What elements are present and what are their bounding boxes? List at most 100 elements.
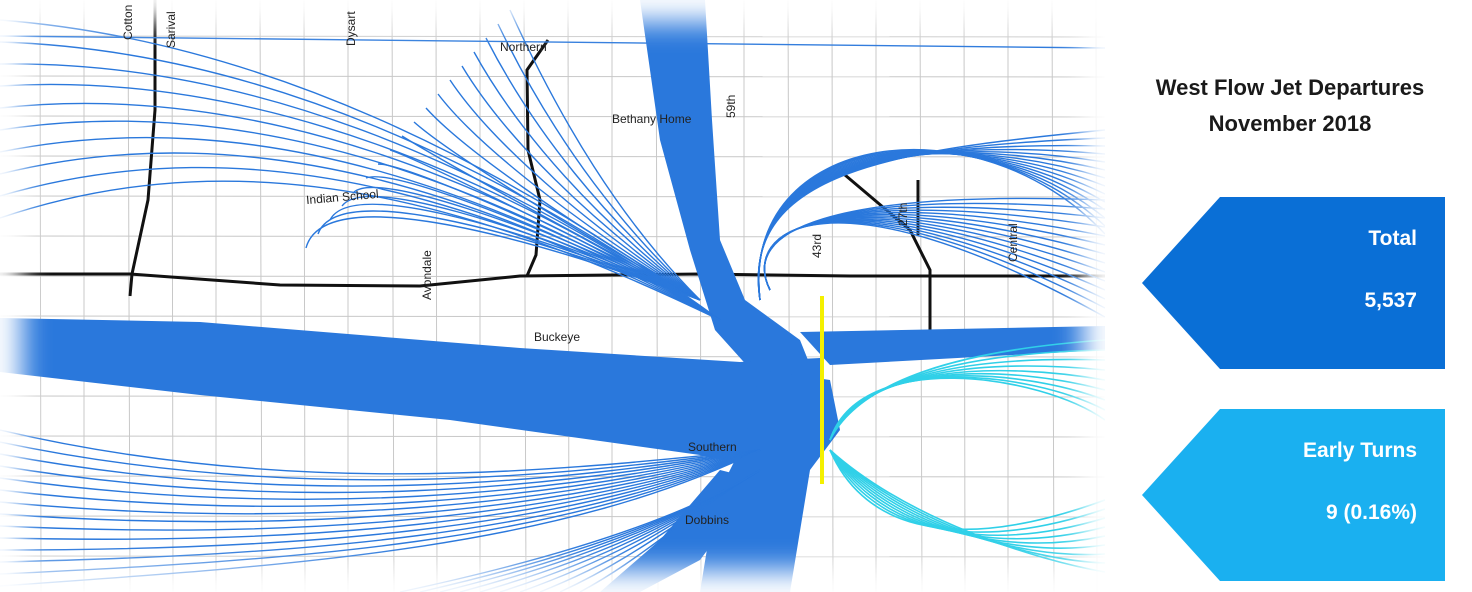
total-value: 5,537	[1364, 289, 1417, 312]
road-label-buckeye: Buckeye	[534, 330, 581, 344]
track-line	[437, 93, 701, 301]
track-line	[0, 429, 761, 475]
early-turn-tracks	[829, 339, 1105, 573]
highway-loop303	[128, 0, 157, 297]
road-label-northern: Northern	[500, 40, 547, 54]
street-line	[0, 75, 1105, 78]
track-line	[0, 449, 761, 515]
street-line	[0, 555, 1105, 558]
flight-track-map: Cotton Sarival Dysart Northern Bethany H…	[0, 0, 1105, 592]
track-line	[0, 449, 761, 531]
figure-title: West Flow Jet Departures November 2018	[1108, 70, 1472, 142]
westbound-flow	[0, 318, 830, 470]
road-label-dysart: Dysart	[344, 11, 358, 46]
track-line	[0, 449, 761, 540]
track-line	[317, 210, 701, 301]
road-label-27th: 27th	[896, 202, 910, 226]
road-label-sarival: Sarival	[164, 11, 178, 48]
street-line	[1095, 0, 1098, 592]
early-turn-track	[829, 449, 1105, 536]
early-turn-track	[829, 449, 1105, 573]
early-turn-track	[829, 375, 1105, 441]
southbound-flow	[700, 370, 840, 592]
road-label-southern: Southern	[688, 440, 737, 454]
east-flow	[800, 326, 1105, 365]
track-line	[399, 469, 761, 592]
early-turn-track	[829, 377, 1105, 441]
street-line	[39, 0, 42, 592]
track-line	[473, 51, 701, 301]
track-line	[425, 107, 701, 301]
street-line	[259, 0, 263, 592]
street-line	[0, 35, 1105, 38]
street-line	[391, 0, 395, 592]
road-label-43rd: 43rd	[810, 233, 824, 258]
track-line	[0, 136, 721, 321]
track-line	[0, 449, 761, 494]
track-line	[0, 449, 761, 523]
track-line	[0, 19, 721, 321]
track-line	[0, 449, 761, 575]
track-line	[0, 449, 761, 563]
track-line	[0, 441, 761, 481]
track-line	[758, 149, 1105, 301]
early-turn-track	[829, 372, 1105, 441]
highway-loop101	[525, 39, 550, 277]
road-label-central: Central	[1006, 223, 1020, 262]
street-line	[963, 0, 966, 592]
track-line	[0, 449, 761, 551]
early-turn-track	[829, 449, 1105, 564]
northbound-flow	[640, 0, 812, 380]
track-line	[509, 9, 701, 301]
highways	[0, 0, 1105, 345]
early-turns-value: 9 (0.16%)	[1325, 501, 1417, 524]
early-turns-callout-shape	[1142, 409, 1445, 581]
road-label-avondale: Avondale	[420, 250, 434, 300]
track-lines	[0, 9, 1105, 592]
street-line	[0, 435, 1105, 438]
total-callout-shape	[1142, 197, 1445, 369]
street-line	[1051, 0, 1055, 592]
early-turns-callout: Early Turns 9 (0.16%)	[1142, 409, 1445, 581]
track-line	[449, 79, 701, 301]
track-line	[0, 449, 761, 487]
early-turn-track	[829, 449, 1105, 544]
road-label-cotton: Cotton	[121, 4, 135, 40]
track-line	[0, 180, 721, 321]
departure-tracks	[0, 0, 1105, 592]
southwest-flow	[600, 470, 760, 592]
track-line	[0, 63, 721, 321]
track-line	[0, 41, 721, 321]
street-line	[523, 0, 527, 592]
street-line	[919, 0, 923, 592]
street-line	[567, 0, 570, 592]
track-line	[0, 35, 1105, 49]
street-line	[0, 315, 1105, 318]
street-line	[127, 0, 131, 592]
track-line	[0, 449, 761, 508]
track-line	[485, 37, 701, 301]
track-line	[763, 222, 1105, 318]
total-label: Total	[1368, 227, 1417, 250]
early-turn-track	[829, 449, 1105, 556]
street-line	[0, 115, 1105, 118]
track-line	[0, 166, 721, 321]
title-line-1: West Flow Jet Departures	[1155, 75, 1425, 100]
track-line	[365, 176, 701, 301]
road-label-bethany-home: Bethany Home	[612, 112, 692, 126]
highway-i17	[844, 173, 932, 345]
street-line	[831, 0, 834, 592]
map-canvas	[0, 0, 1105, 592]
total-callout: Total 5,537	[1142, 197, 1445, 369]
track-line	[353, 186, 701, 301]
early-turn-track	[829, 449, 1105, 540]
track-line	[0, 83, 721, 321]
street-line	[0, 195, 1105, 198]
early-turns-label: Early Turns	[1303, 439, 1417, 462]
track-line	[0, 152, 721, 321]
street-line	[303, 0, 306, 592]
street-line	[0, 155, 1105, 158]
track-line	[461, 65, 701, 301]
road-label-59th: 59th	[724, 94, 738, 118]
track-line	[0, 120, 721, 321]
